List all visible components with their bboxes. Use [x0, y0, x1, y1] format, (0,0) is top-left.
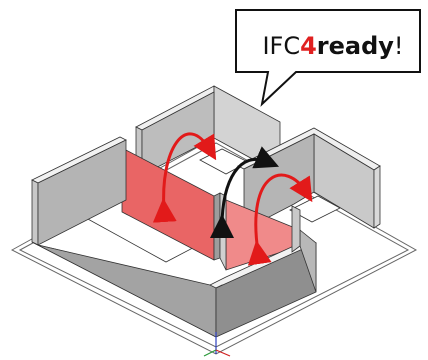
double-arrow-red-left: [152, 132, 217, 223]
axis-gizmo-icon: [203, 332, 231, 357]
double-arrow-black: [209, 146, 280, 239]
double-arrow-red-right: [247, 173, 313, 266]
room-front: [31, 136, 317, 338]
bubble-number: 4: [300, 32, 317, 60]
bubble-suffix: !: [393, 32, 404, 60]
bubble-word: ready: [316, 32, 394, 60]
bubble-prefix: IFC: [262, 32, 301, 60]
speech-bubble-text: IFC4ready!: [246, 30, 420, 62]
speech-bubble-icon: [235, 9, 421, 107]
